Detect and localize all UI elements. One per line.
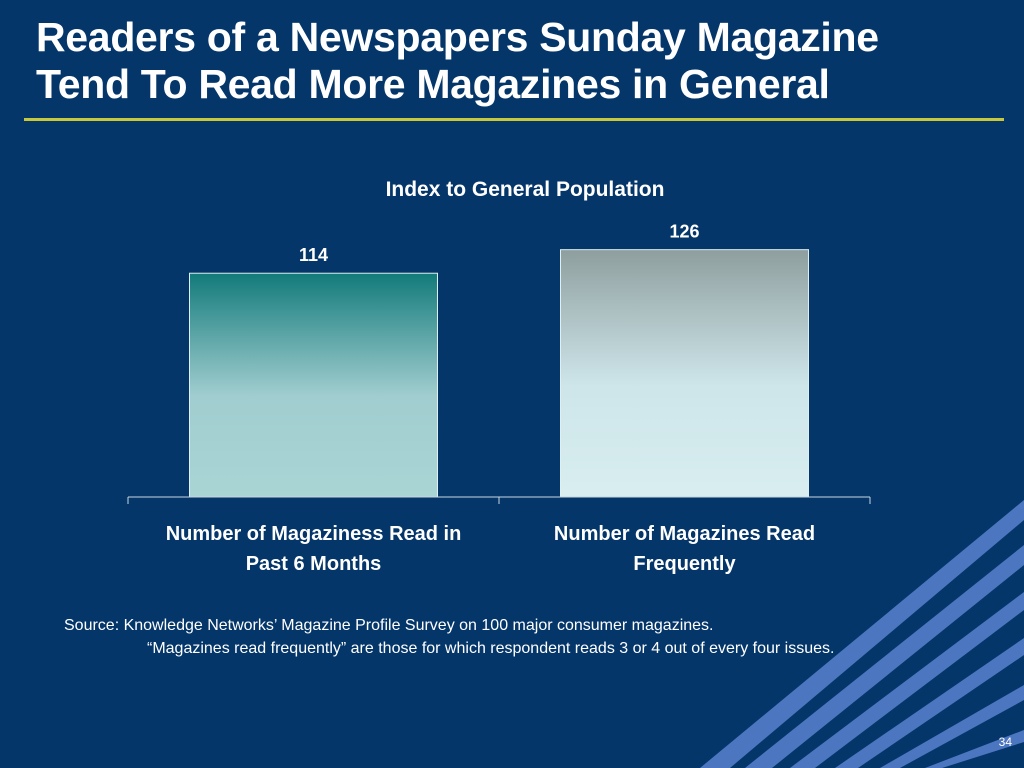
bar-1 bbox=[189, 272, 438, 498]
source-note: Source: Knowledge Networks’ Magazine Pro… bbox=[64, 617, 714, 634]
source-definition: “Magazines read frequently” are those fo… bbox=[147, 640, 835, 657]
category-label-2-line-2: Frequently bbox=[633, 553, 736, 575]
bar-2 bbox=[560, 249, 809, 498]
bar-chart: 114 Number of Magaziness Read in Past 6 Mo… bbox=[127, 222, 871, 575]
slide-title: Readers of a Newspapers Sunday Magazine … bbox=[36, 14, 1016, 108]
category-label-1-line-1: Number of Magaziness Read in bbox=[166, 523, 462, 545]
page-number: 34 bbox=[998, 735, 1012, 749]
data-label-1: 114 bbox=[299, 245, 328, 265]
title-line-2: Tend To Read More Magazines in General bbox=[36, 61, 830, 107]
data-label-2: 126 bbox=[669, 222, 699, 242]
category-label-2-line-1: Number of Magazines Read bbox=[554, 523, 815, 545]
chart-title: Index to General Population bbox=[385, 178, 665, 201]
category-label-1-line-2: Past 6 Months bbox=[246, 553, 382, 575]
title-line-1: Readers of a Newspapers Sunday Magazine bbox=[36, 14, 879, 60]
title-underline bbox=[24, 118, 1004, 121]
